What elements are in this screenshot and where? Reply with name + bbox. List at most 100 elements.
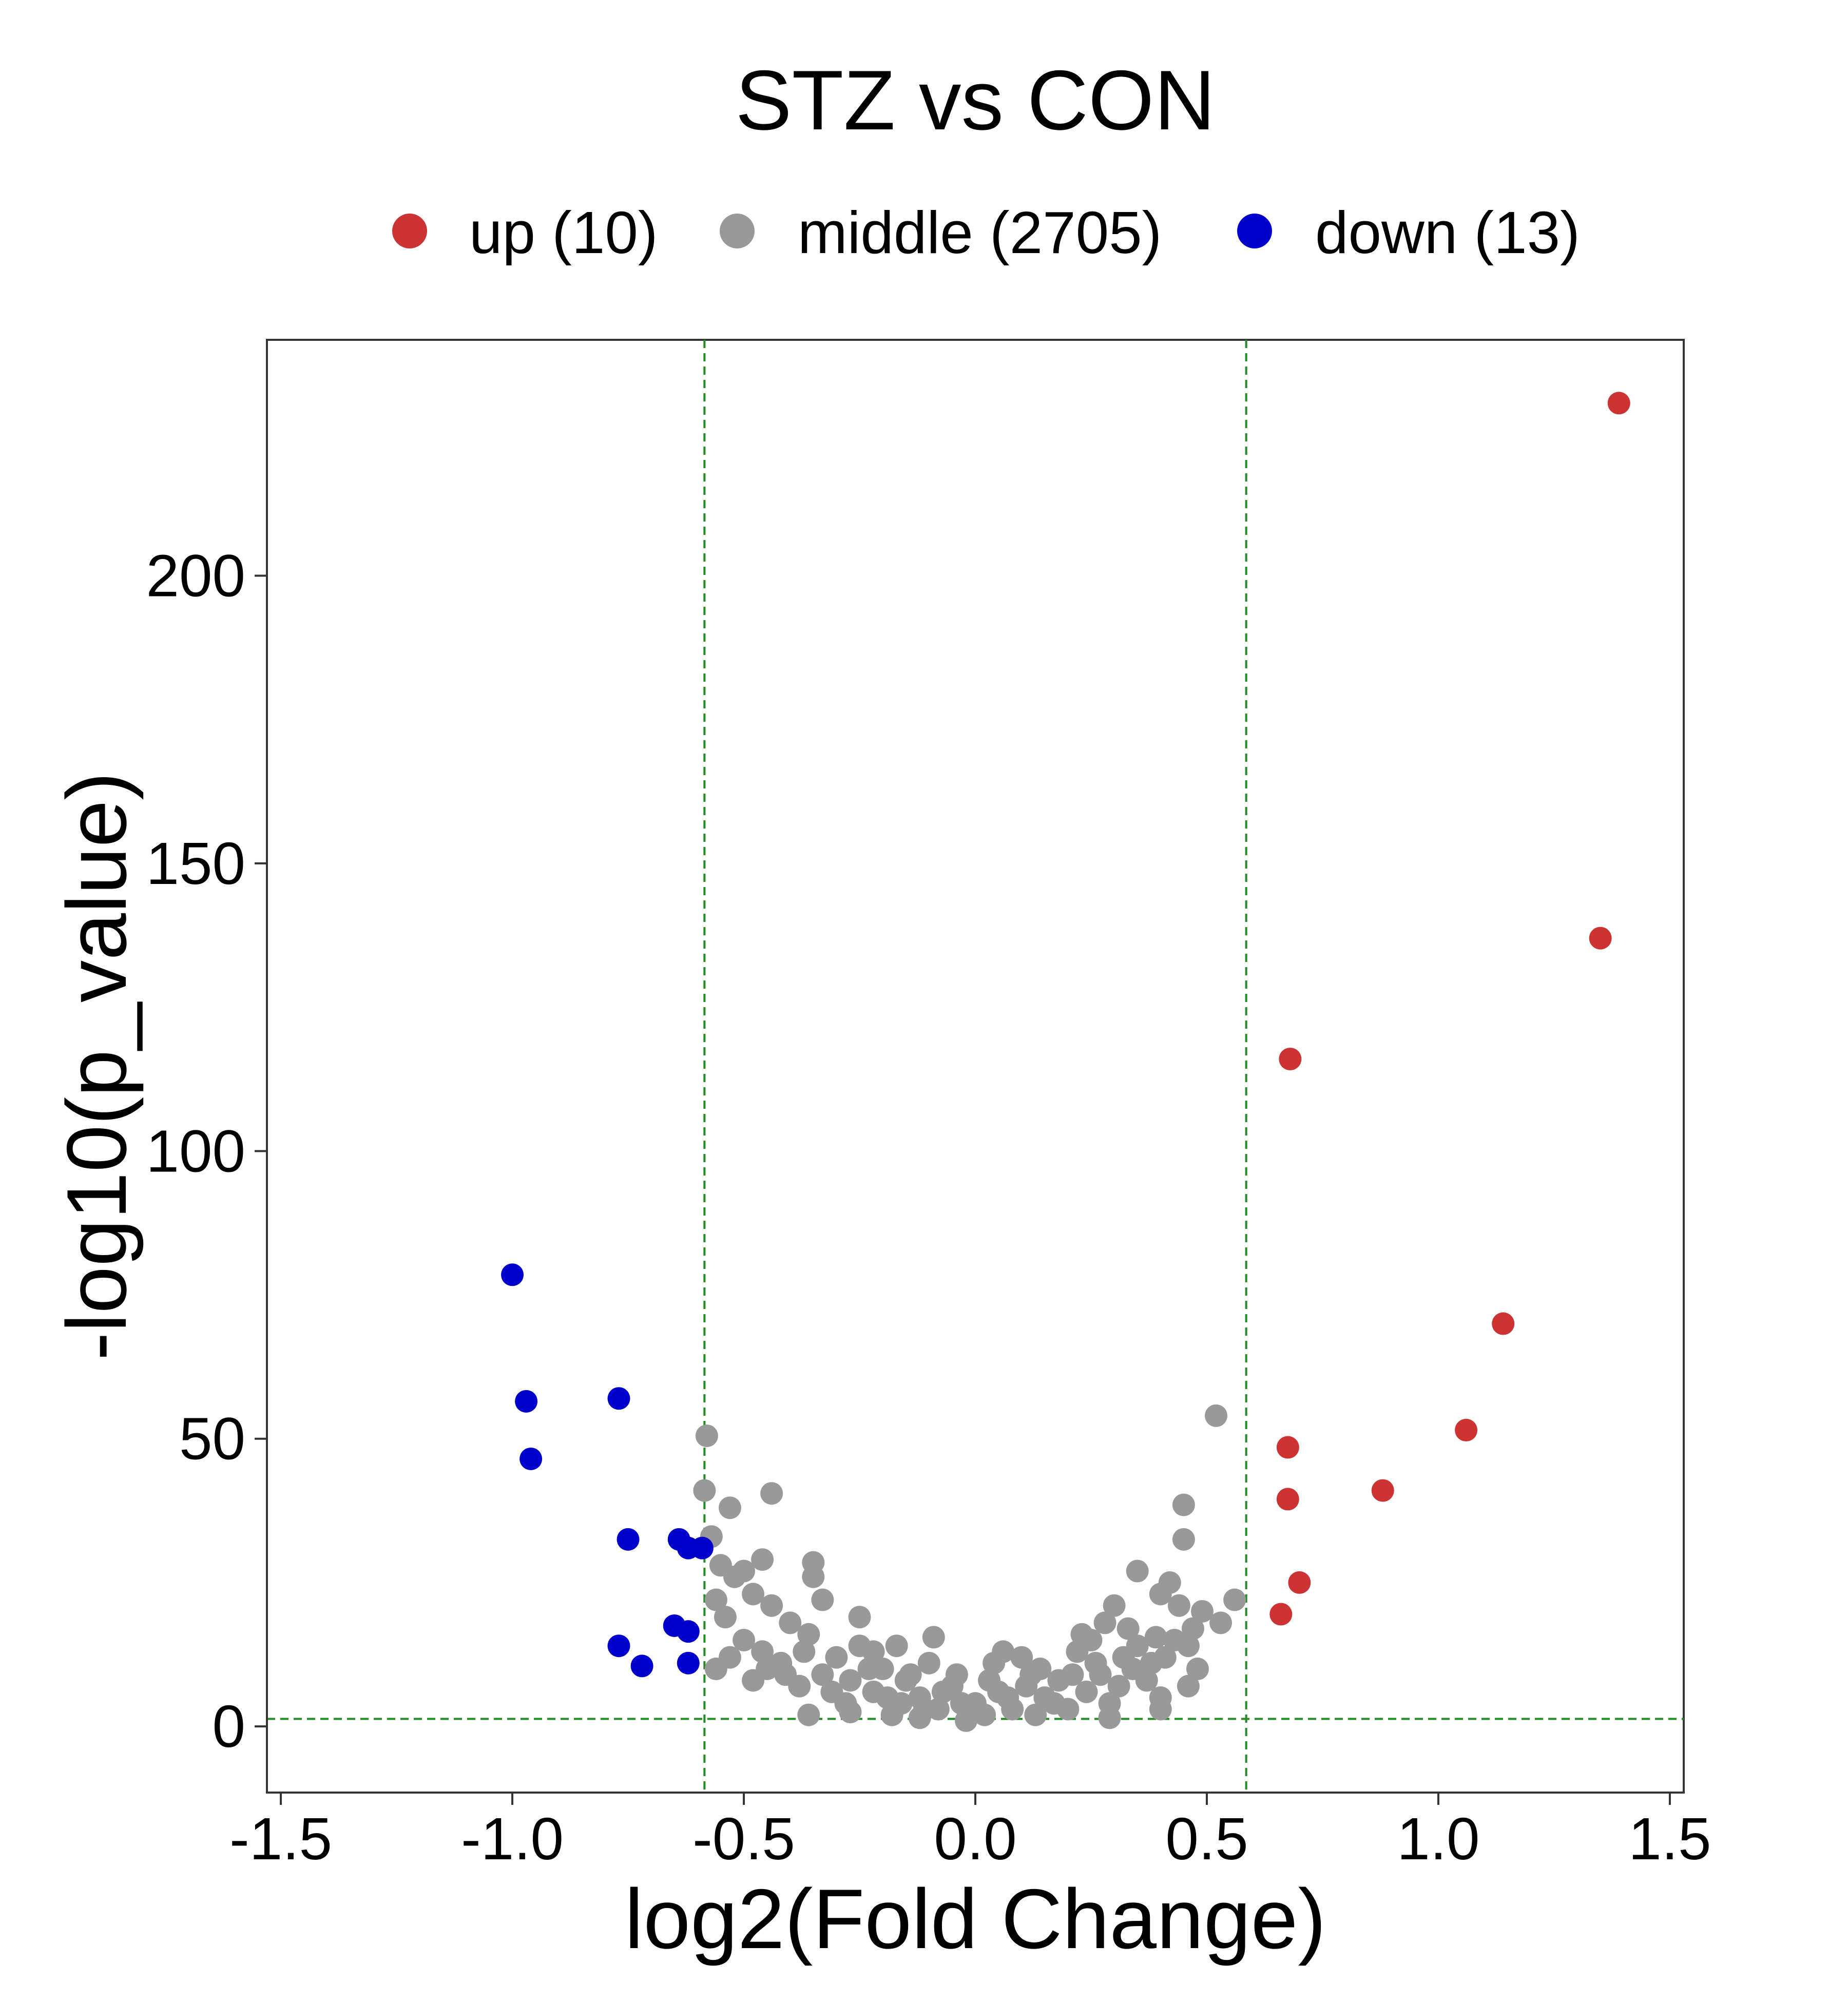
point-middle (1024, 1703, 1047, 1726)
x-tick-label: -1.5 (229, 1805, 332, 1872)
point-middle (760, 1482, 783, 1505)
point-down (519, 1447, 543, 1470)
point-middle (1172, 1493, 1195, 1516)
point-middle (931, 1680, 954, 1703)
point-middle (1066, 1640, 1089, 1663)
point-middle (1029, 1658, 1052, 1681)
point-down (630, 1654, 653, 1678)
point-middle (839, 1701, 862, 1724)
series-middle (693, 1404, 1246, 1732)
point-middle (848, 1606, 871, 1629)
point-up (1269, 1603, 1293, 1626)
point-middle (996, 1686, 1019, 1709)
point-middle (825, 1646, 848, 1669)
legend-marker-up (392, 214, 427, 248)
plot-panel (266, 339, 1685, 1794)
point-middle (1177, 1634, 1200, 1658)
point-middle (890, 1692, 913, 1715)
point-middle (945, 1663, 968, 1686)
point-middle (1061, 1663, 1084, 1686)
point-up (1276, 1488, 1299, 1511)
series-down (501, 1263, 714, 1678)
point-middle (1015, 1674, 1038, 1698)
legend-label-middle: middle (2705) (798, 199, 1162, 266)
point-middle (1116, 1617, 1140, 1640)
point-middle (802, 1565, 825, 1588)
point-middle (1172, 1528, 1195, 1551)
point-middle (751, 1548, 774, 1571)
point-middle (695, 1424, 718, 1448)
point-middle (793, 1640, 816, 1663)
point-middle (1043, 1692, 1066, 1715)
point-middle (774, 1663, 797, 1686)
x-tick-label: -0.5 (692, 1805, 795, 1872)
point-middle (1149, 1583, 1172, 1606)
point-up (1288, 1571, 1311, 1594)
point-middle (742, 1583, 765, 1606)
point-middle (978, 1669, 1001, 1692)
x-tick-label: 0.0 (934, 1805, 1016, 1872)
x-tick-label: -1.0 (461, 1805, 564, 1872)
point-middle (797, 1703, 820, 1726)
point-down (607, 1634, 630, 1658)
x-axis-title: log2(Fold Change) (625, 1872, 1326, 1966)
y-tick-label: 50 (179, 1406, 245, 1472)
point-up (1589, 927, 1612, 950)
point-down (515, 1390, 538, 1413)
point-middle (1223, 1588, 1246, 1611)
point-middle (1070, 1623, 1093, 1646)
x-tick-label: 1.0 (1397, 1805, 1479, 1872)
point-up (1276, 1436, 1299, 1459)
y-tick-label: 200 (146, 543, 245, 609)
point-middle (922, 1626, 945, 1649)
point-middle (1167, 1594, 1190, 1617)
point-up (1279, 1047, 1302, 1070)
point-middle (756, 1658, 779, 1681)
point-middle (718, 1496, 741, 1519)
legend-marker-down (1237, 214, 1272, 248)
point-down (690, 1536, 714, 1560)
point-middle (839, 1669, 862, 1692)
point-middle (1181, 1617, 1204, 1640)
point-down (607, 1387, 630, 1410)
point-middle (1126, 1560, 1149, 1583)
point-down (677, 1651, 700, 1674)
point-middle (1186, 1658, 1209, 1681)
point-middle (1177, 1674, 1200, 1698)
y-tick-label: 100 (146, 1118, 245, 1184)
point-middle (954, 1709, 977, 1732)
point-middle (1149, 1698, 1172, 1721)
point-middle (992, 1640, 1015, 1663)
y-axis: 0 50 100 150 200 (146, 340, 268, 1793)
point-middle (1190, 1600, 1214, 1623)
point-middle (857, 1658, 880, 1681)
point-up (1492, 1312, 1515, 1335)
point-down (677, 1620, 700, 1643)
point-middle (751, 1640, 774, 1663)
point-middle (1103, 1594, 1126, 1617)
point-middle (1144, 1626, 1167, 1649)
point-middle (913, 1698, 936, 1721)
point-middle (1089, 1663, 1112, 1686)
point-middle (714, 1606, 737, 1629)
y-tick-label: 0 (212, 1693, 245, 1760)
point-middle (1135, 1669, 1158, 1692)
point-middle (709, 1554, 732, 1577)
point-middle (1153, 1646, 1177, 1669)
point-middle (733, 1628, 756, 1651)
point-middle (760, 1594, 783, 1617)
point-middle (885, 1634, 908, 1658)
point-middle (1093, 1611, 1116, 1634)
point-middle (704, 1588, 727, 1611)
series-up (1269, 392, 1630, 1626)
point-middle (862, 1640, 885, 1663)
x-tick-label: 0.5 (1165, 1805, 1248, 1872)
point-down (617, 1528, 640, 1551)
point-middle (1010, 1646, 1033, 1669)
point-middle (693, 1479, 716, 1502)
x-tick-label: 1.5 (1628, 1805, 1711, 1872)
point-middle (1126, 1634, 1149, 1658)
point-middle (718, 1646, 741, 1669)
point-middle (950, 1692, 973, 1715)
